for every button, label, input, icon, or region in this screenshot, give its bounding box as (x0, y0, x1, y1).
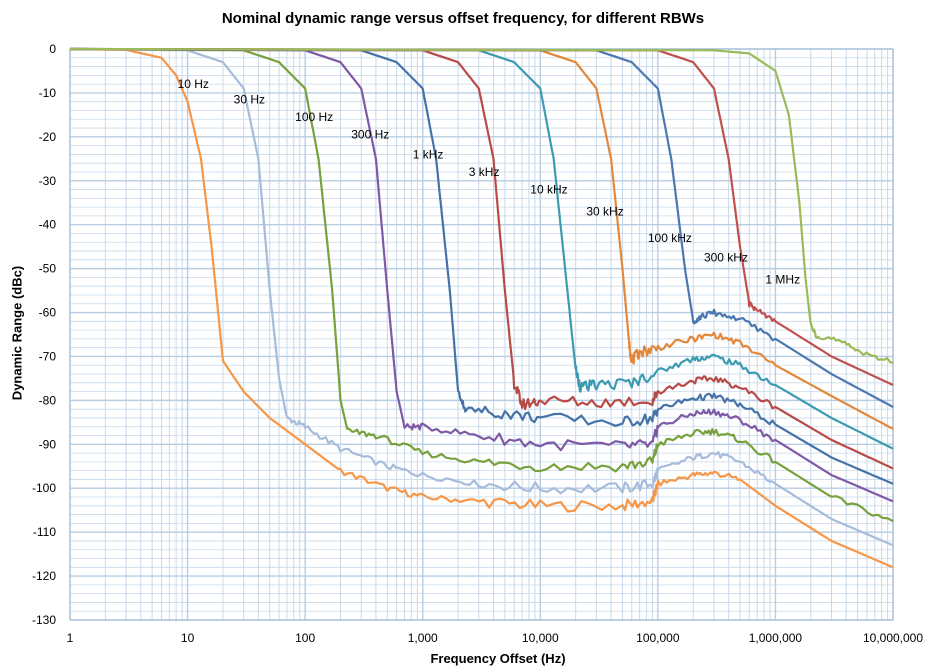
rbw-label: 30 Hz (234, 93, 265, 107)
x-tick-label: 1,000,000 (749, 631, 803, 645)
x-axis-label: Frequency Offset (Hz) (430, 651, 566, 666)
y-tick-label: -100 (32, 481, 56, 495)
y-tick-label: -110 (33, 525, 56, 539)
series-line-3-khz (69, 47, 894, 470)
rbw-label: 10 Hz (178, 77, 209, 91)
y-tick-label: -70 (39, 349, 57, 363)
x-tick-label: 1 (67, 631, 74, 645)
x-tick-label: 10,000,000 (863, 631, 923, 645)
series-line-100-hz (69, 47, 894, 523)
y-tick-label: -10 (39, 86, 57, 100)
series-line-100-khz (69, 47, 894, 408)
tick-labels: 0 -10 -20 -30 -40 -50 -60 -70 -80 -90 -100 -110 -120… (32, 42, 923, 645)
y-tick-label: -60 (39, 306, 57, 320)
rbw-label: 300 Hz (351, 128, 389, 142)
chart-title: Nominal dynamic range versus offset freq… (221, 10, 705, 27)
rbw-label: 100 kHz (648, 231, 692, 245)
y-tick-label: -130 (32, 613, 56, 627)
y-tick-label: -50 (39, 262, 57, 276)
series-line-10-hz (69, 47, 894, 569)
rbw-label: 100 Hz (295, 110, 333, 124)
rbw-label: 30 kHz (586, 205, 623, 219)
series-group (69, 47, 894, 569)
y-tick-label: -40 (39, 218, 57, 232)
rbw-label: 1 MHz (765, 273, 800, 287)
y-tick-label: -80 (39, 393, 57, 407)
x-tick-label: 100,000 (636, 631, 680, 645)
series-line-30-khz (69, 47, 894, 430)
x-tick-label: 10,000 (522, 631, 559, 645)
rbw-label: 10 kHz (530, 183, 567, 197)
series-line-300-khz (69, 47, 894, 386)
y-tick-label: -20 (39, 130, 57, 144)
series-line-300-hz (69, 47, 894, 503)
series-line-30-hz (69, 47, 894, 547)
y-tick-label: -90 (39, 437, 57, 451)
series-line-1-khz (69, 47, 894, 485)
rbw-label: 300 kHz (704, 251, 748, 265)
rbw-label: 1 kHz (413, 147, 444, 161)
series-line-1-mhz (69, 47, 894, 365)
x-tick-label: 10 (181, 631, 195, 645)
y-tick-label: -30 (39, 174, 57, 188)
x-tick-label: 1,000 (408, 631, 438, 645)
rbw-label: 3 kHz (469, 165, 500, 179)
y-tick-label: -120 (32, 569, 56, 583)
series-line-10-khz (69, 47, 894, 450)
y-tick-label: 0 (49, 42, 56, 56)
x-tick-label: 100 (295, 631, 315, 645)
rbw-labels: 10 Hz 30 Hz 100 Hz 300 Hz 1 kHz 3 kHz 10 kHz 30… (178, 77, 801, 286)
